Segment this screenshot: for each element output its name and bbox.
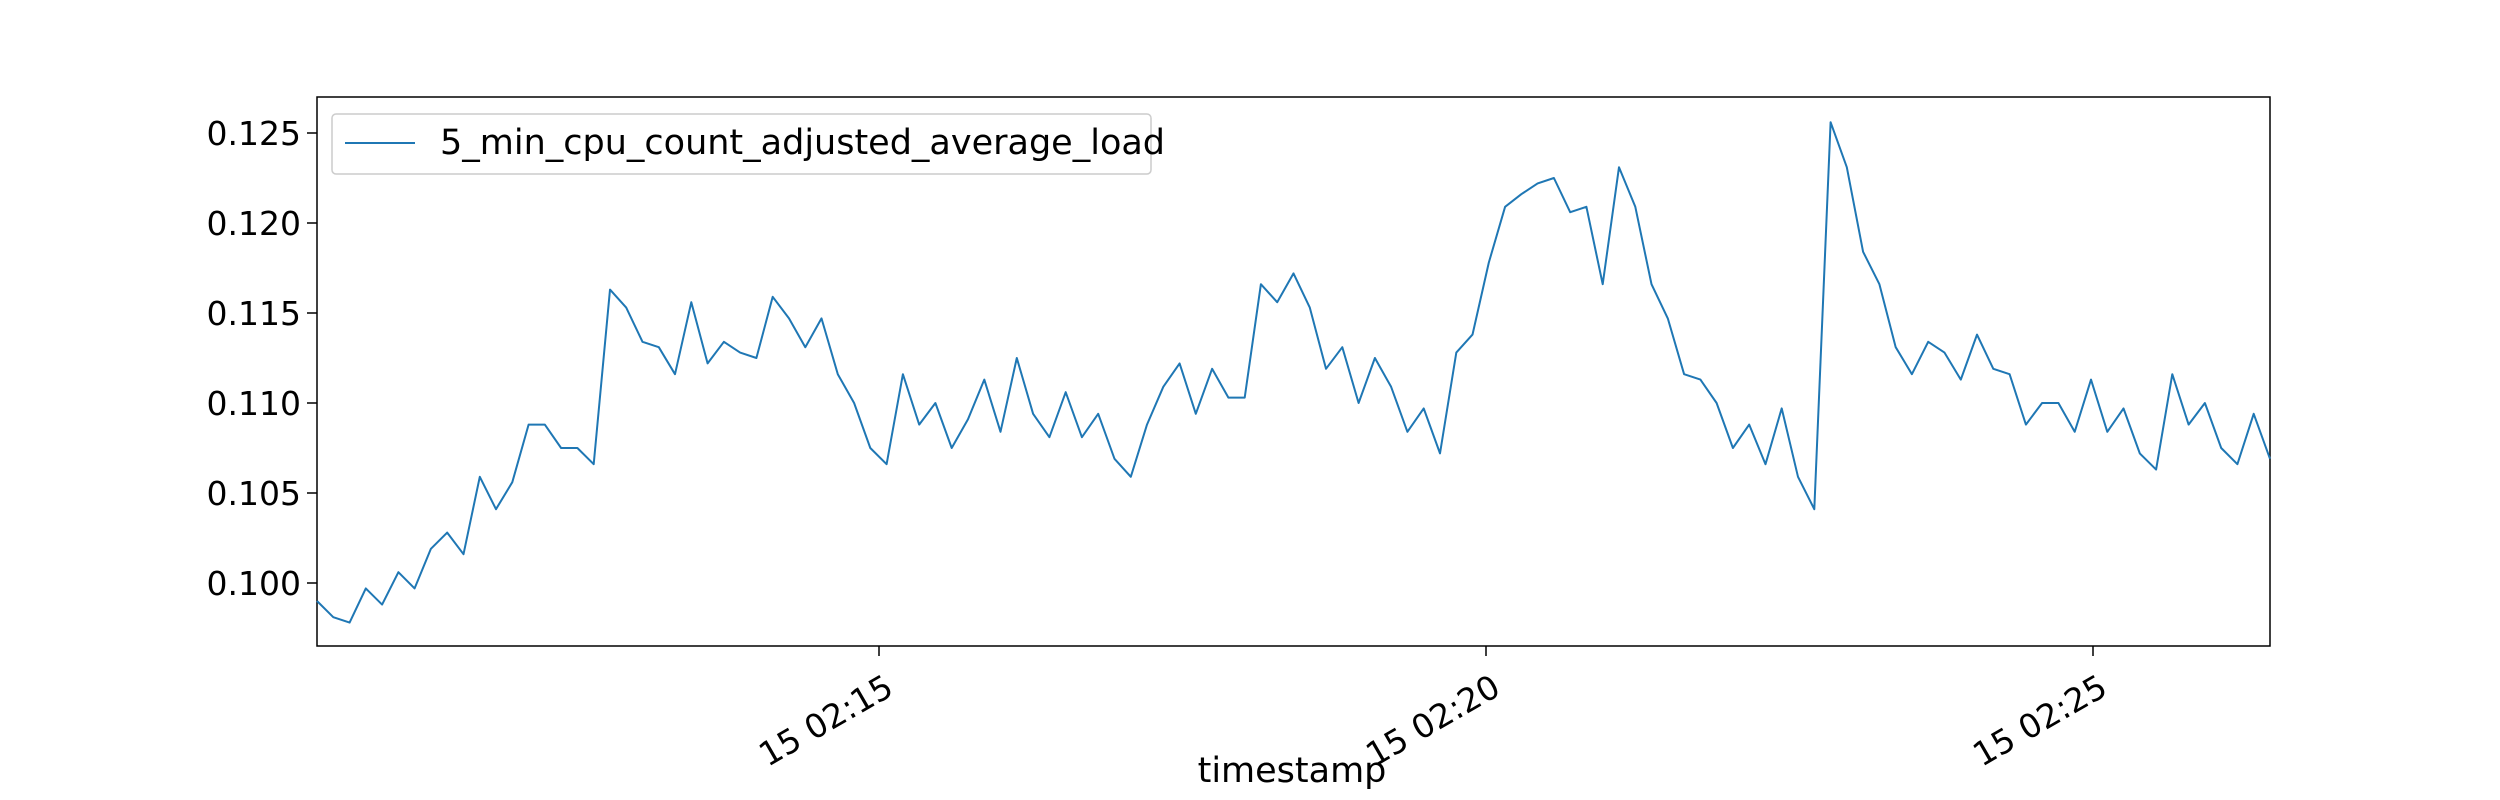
y-tick-label: 0.100 <box>207 564 301 603</box>
y-axis: 0.100 0.105 0.110 0.115 0.120 0.125 <box>207 114 317 603</box>
y-tick-label: 0.115 <box>207 294 301 333</box>
plot-frame <box>316 96 2271 647</box>
y-tick-label: 0.105 <box>207 474 301 513</box>
x-axis: 15 02:15 15 02:20 15 02:25 <box>752 646 2113 774</box>
y-tick-label: 0.125 <box>207 114 301 153</box>
x-tick-label: 15 02:25 <box>1966 667 2113 775</box>
legend-frame <box>331 113 1152 175</box>
y-tick-label: 0.120 <box>207 204 301 243</box>
legend: 5_min_cpu_count_adjusted_average_load <box>331 113 1165 175</box>
plot-area <box>316 96 2271 647</box>
x-tick-label: 15 02:15 <box>752 667 899 775</box>
y-tick-label: 0.110 <box>207 384 301 423</box>
legend-label: 5_min_cpu_count_adjusted_average_load <box>440 123 1165 163</box>
series-line <box>316 121 2271 624</box>
x-axis-label: timestamp <box>1198 751 1387 791</box>
